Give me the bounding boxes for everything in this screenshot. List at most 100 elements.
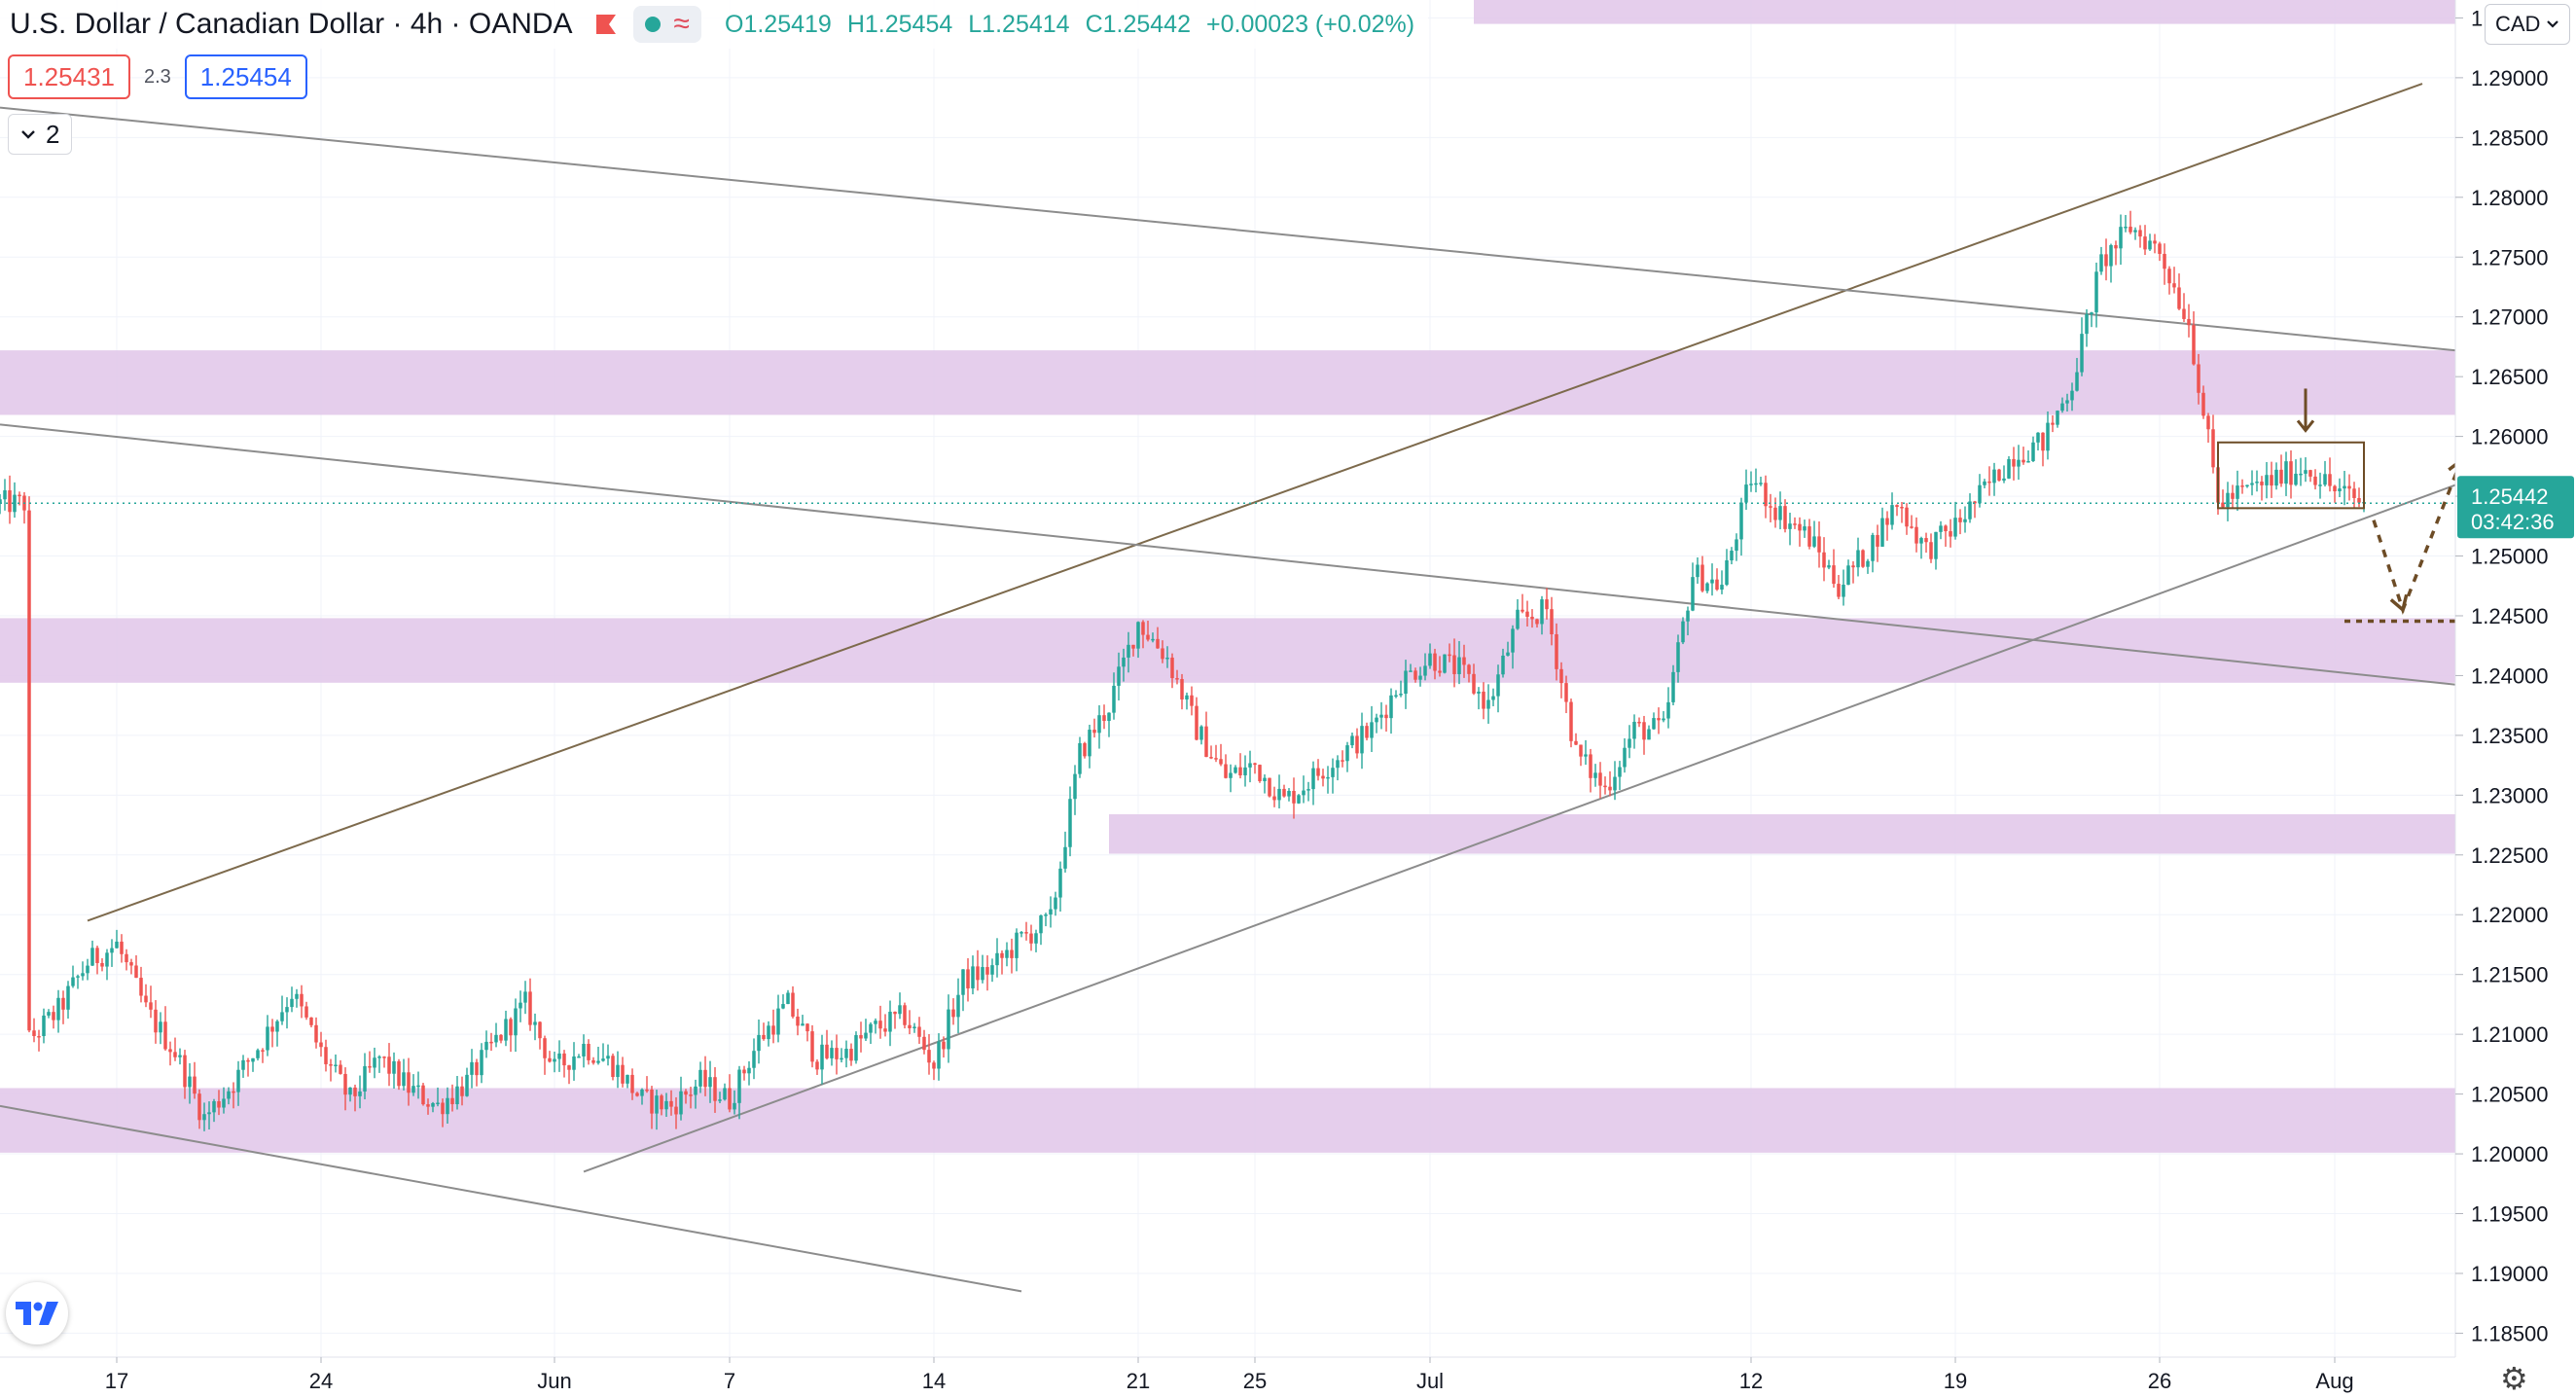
candle <box>1725 549 1729 587</box>
candle <box>698 1061 702 1093</box>
candle-body <box>334 1064 338 1067</box>
buy-button[interactable]: 1.25454 <box>184 54 307 99</box>
candle-body <box>382 1057 386 1058</box>
candle-body <box>1919 538 1923 544</box>
candle <box>431 1101 435 1113</box>
candle <box>1321 769 1325 787</box>
candle <box>689 1087 693 1109</box>
candle <box>290 986 294 1013</box>
candle <box>1963 506 1967 533</box>
ohlc-close: C1.25442 <box>1085 10 1191 38</box>
settings-gear-icon[interactable]: ⚙ <box>2500 1361 2528 1396</box>
candle <box>236 1060 240 1106</box>
candle <box>903 1002 907 1029</box>
symbol-title[interactable]: U.S. Dollar / Canadian Dollar · 4h · OAN… <box>10 8 573 40</box>
candle-body <box>995 952 999 966</box>
x-tick-label: 26 <box>2148 1369 2171 1393</box>
candle <box>441 1098 445 1128</box>
candle <box>669 1090 673 1116</box>
candle-body <box>2304 470 2308 474</box>
candle-body <box>1715 579 1719 591</box>
candle <box>407 1057 411 1106</box>
candle <box>1710 563 1714 596</box>
candle <box>1832 549 1836 589</box>
candle-body <box>1345 745 1349 762</box>
candle-body <box>1696 564 1699 578</box>
candle <box>1900 502 1904 523</box>
candle <box>382 1056 386 1068</box>
candle-body <box>932 1062 936 1069</box>
ohlc-high: H1.25454 <box>846 10 953 38</box>
candle-body <box>1949 531 1952 537</box>
candle-body <box>1462 657 1466 665</box>
candle-body <box>1783 506 1787 529</box>
candle-body <box>290 998 294 1008</box>
candle-body <box>533 1021 537 1025</box>
candle-body <box>2279 469 2283 484</box>
candle-body <box>2012 458 2016 467</box>
candle-body <box>810 1031 814 1062</box>
candle-body <box>217 1100 221 1108</box>
currency-selector[interactable]: CAD <box>2485 4 2571 45</box>
candle-body <box>387 1057 391 1074</box>
candle <box>947 994 950 1063</box>
candle-body <box>13 494 17 513</box>
candle-body <box>1516 609 1520 629</box>
candle <box>1409 663 1413 672</box>
candle <box>1628 725 1631 759</box>
candle <box>2114 240 2118 266</box>
candle <box>1204 711 1208 758</box>
candle <box>601 1043 605 1062</box>
candle <box>1165 646 1169 668</box>
sell-button[interactable]: 1.25431 <box>8 54 130 99</box>
candle-body <box>1268 777 1271 797</box>
indicators-toggle[interactable]: 2 <box>8 114 73 155</box>
candle-body <box>1924 538 1928 543</box>
candle-body <box>1749 484 1753 485</box>
candle <box>737 1065 741 1120</box>
candle-body <box>1521 609 1524 612</box>
candle-body <box>32 1030 36 1036</box>
candle-body <box>1112 685 1116 713</box>
candle-body <box>407 1072 411 1093</box>
status-pill[interactable]: ≈ <box>632 6 702 43</box>
candle-body <box>1992 469 1996 484</box>
candle-body <box>2197 364 2200 393</box>
candle <box>553 1051 556 1073</box>
candle-body <box>2226 492 2230 508</box>
candle <box>329 1058 333 1082</box>
tradingview-logo-icon[interactable] <box>6 1282 68 1344</box>
candle <box>990 958 994 983</box>
candle-body <box>1044 914 1048 916</box>
candle <box>1895 504 1899 517</box>
candle <box>314 1017 318 1049</box>
candle-body <box>1482 691 1485 709</box>
candle <box>193 1061 197 1099</box>
candle <box>937 1033 941 1081</box>
candle-body <box>1165 657 1169 660</box>
candle-body <box>1759 483 1763 484</box>
candle-body <box>2114 245 2118 249</box>
candle-body <box>917 1026 921 1037</box>
candle-body <box>1846 565 1850 586</box>
candle-body <box>1929 542 1933 559</box>
y-tick-label: 1.21000 <box>2471 1022 2549 1047</box>
candle <box>480 1043 483 1084</box>
candle <box>202 1102 206 1131</box>
candle <box>2211 414 2215 474</box>
candle <box>71 965 75 988</box>
flag-icon[interactable] <box>595 15 616 34</box>
candle-body <box>1778 506 1782 520</box>
candle <box>616 1051 620 1089</box>
candle-body <box>1705 583 1709 591</box>
candle <box>1671 664 1675 705</box>
candle-body <box>1024 932 1028 934</box>
candle-body <box>1102 715 1106 722</box>
candle <box>188 1062 192 1104</box>
candle-body <box>1073 773 1077 800</box>
x-tick-label: 24 <box>309 1369 333 1393</box>
y-tick-label: 1.27000 <box>2471 305 2549 330</box>
candle <box>1890 492 1894 530</box>
candle-body <box>2328 474 2332 486</box>
